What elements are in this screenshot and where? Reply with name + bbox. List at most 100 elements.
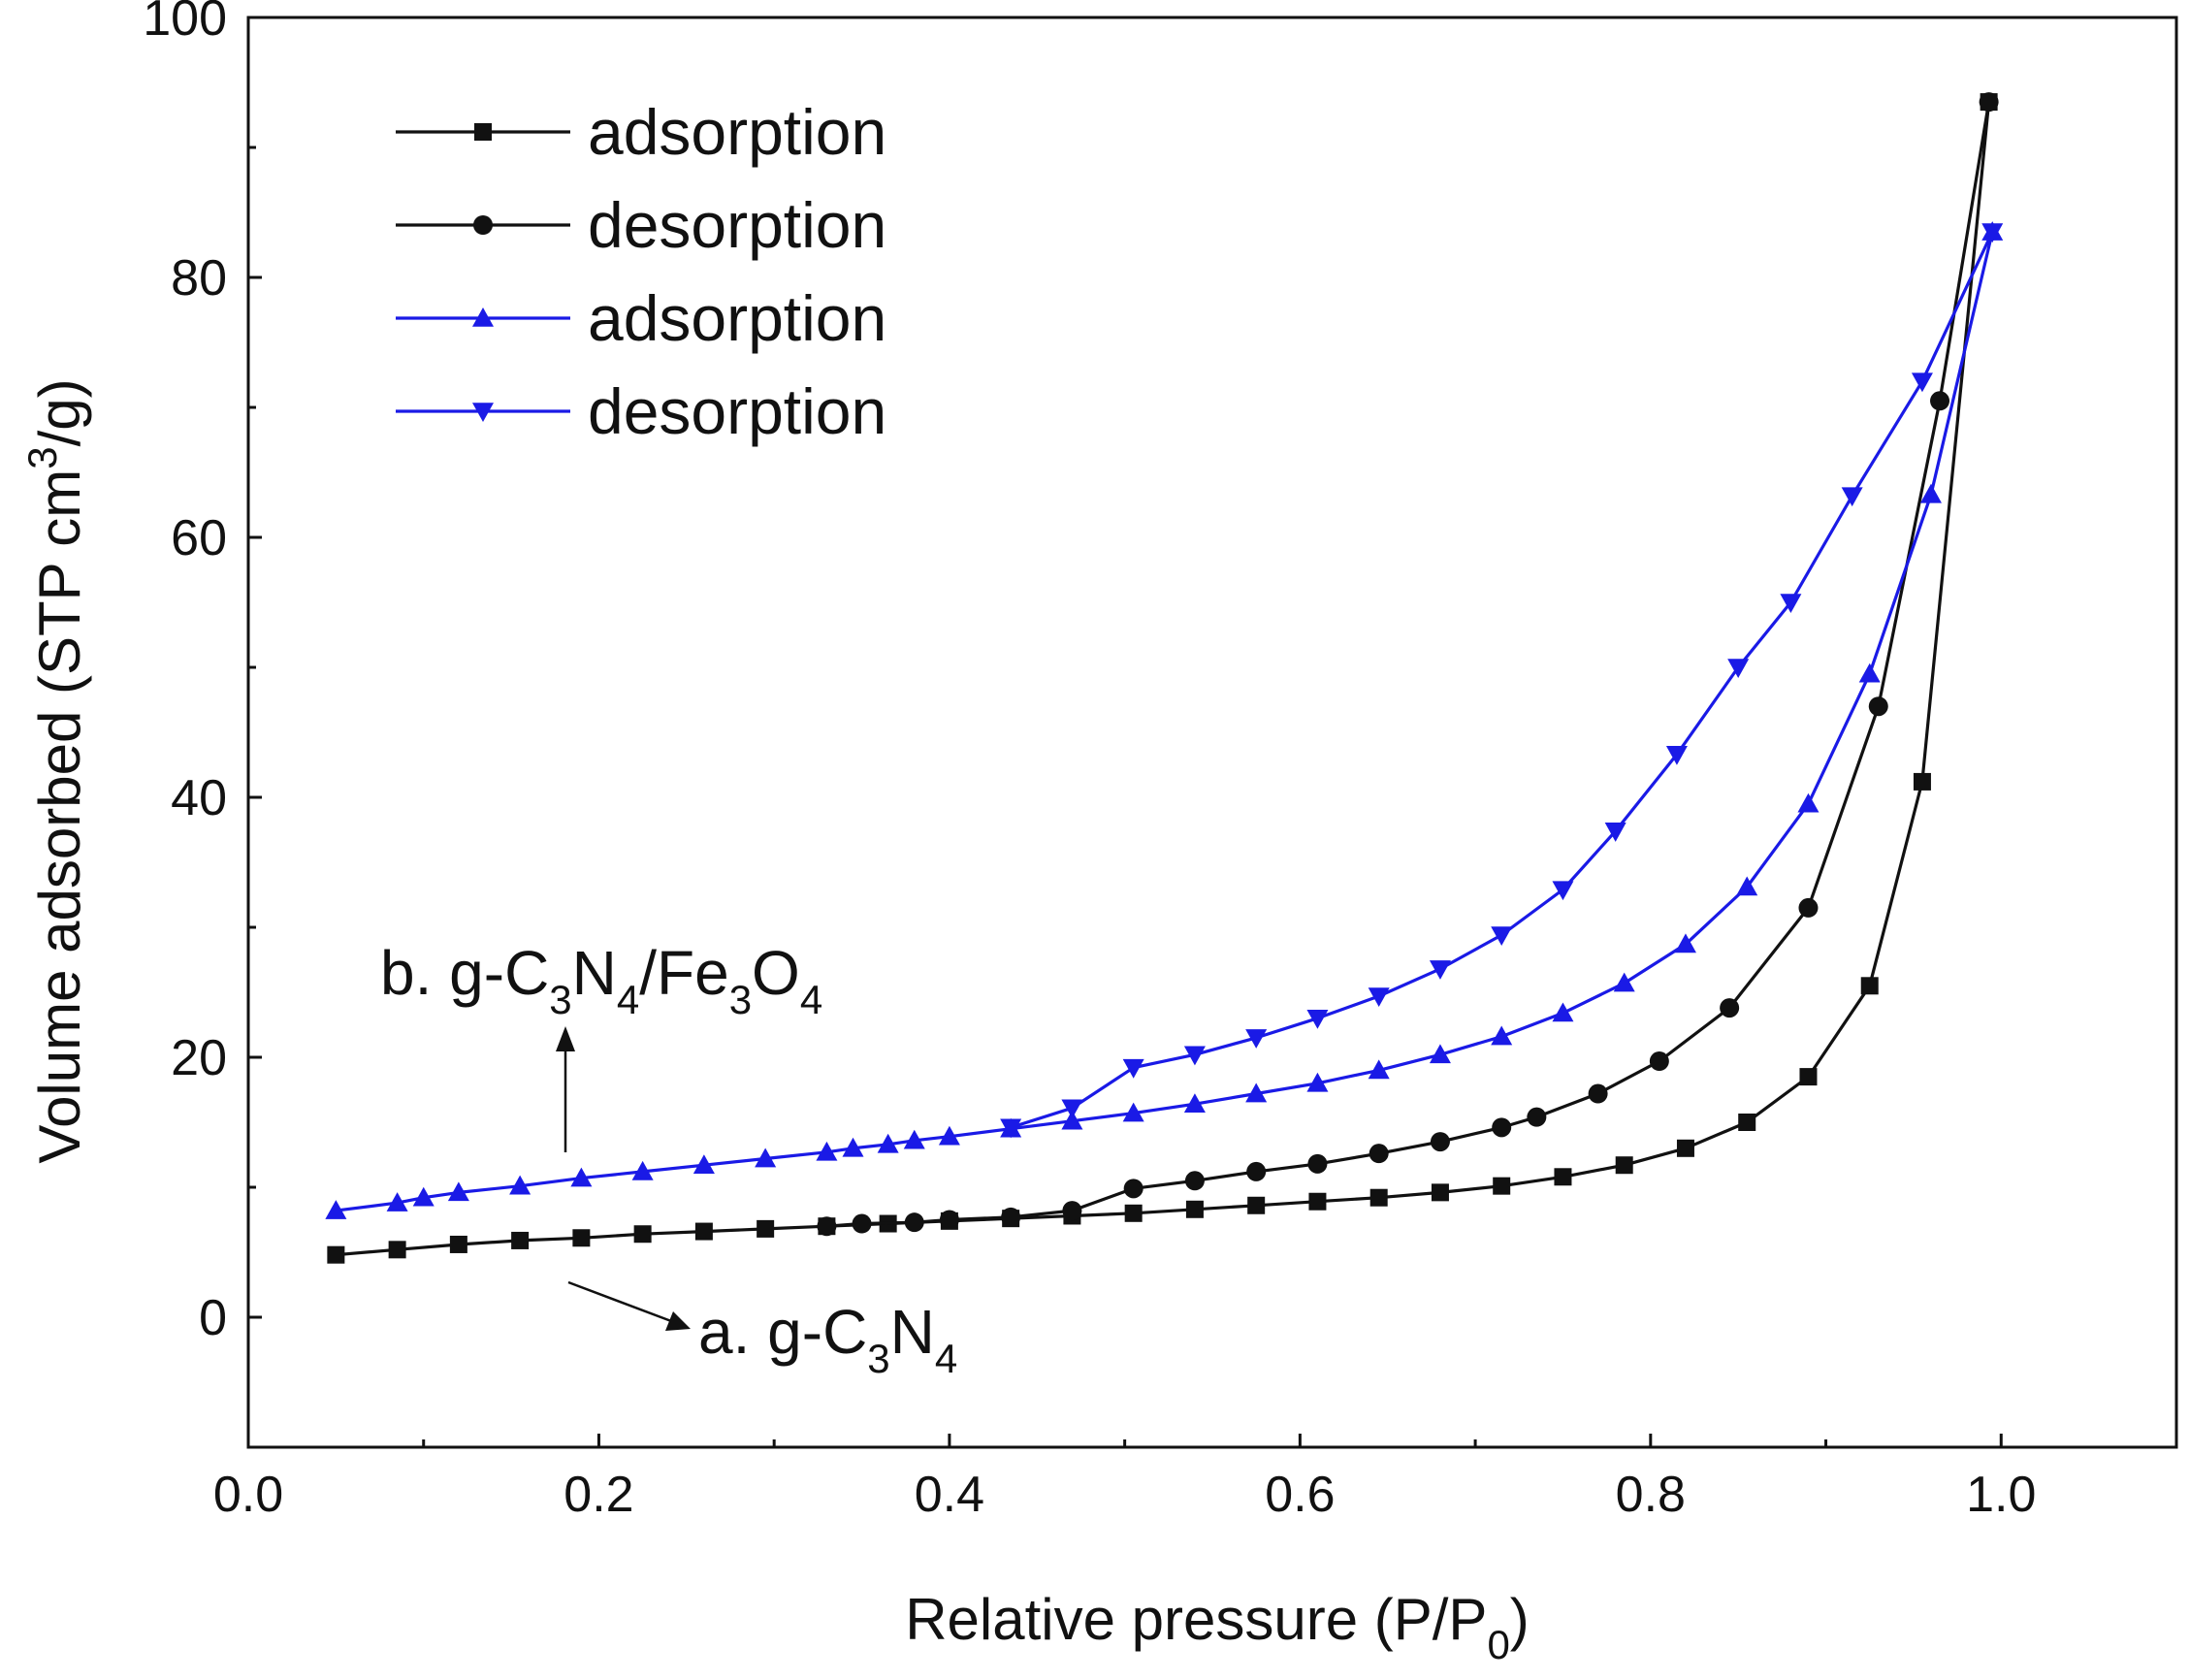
series-layer	[325, 92, 2004, 1264]
data-point	[1738, 1114, 1756, 1131]
legend-label: adsorption	[588, 282, 886, 354]
data-point	[1554, 1168, 1572, 1186]
data-point	[1799, 1068, 1818, 1086]
annotation-subscript: 3	[867, 1336, 889, 1381]
legend-entry: adsorption	[396, 96, 886, 168]
data-point	[1122, 1058, 1144, 1079]
legend-label: desorption	[588, 375, 886, 447]
data-point	[1001, 1207, 1021, 1227]
data-point	[1430, 1132, 1450, 1152]
data-point	[1674, 933, 1696, 953]
data-point	[570, 1167, 593, 1187]
data-point	[1368, 987, 1390, 1008]
x-axis-title: Relative pressure (P/P0)	[905, 1587, 1530, 1667]
series-2-adsorption	[325, 221, 2004, 1219]
data-point	[1369, 1188, 1388, 1207]
legend-label: adsorption	[588, 96, 886, 168]
legend-swatch-marker	[473, 215, 493, 235]
data-point	[1246, 1161, 1267, 1181]
data-point	[1183, 1093, 1206, 1114]
data-point	[1665, 745, 1688, 765]
data-point	[1868, 696, 1888, 717]
data-point	[1919, 483, 1942, 503]
data-point	[1841, 487, 1863, 507]
y-tick-label: 60	[171, 510, 227, 566]
annotation-text-part: /Fe	[639, 938, 728, 1008]
legend: adsorption desorption adsorption desorption	[396, 96, 886, 447]
legend-swatch-marker	[472, 307, 494, 327]
annotation-b-arrowhead	[556, 1026, 575, 1051]
data-point	[1062, 1201, 1082, 1221]
annotation-subscript: 4	[800, 977, 822, 1022]
axis-ticks: 0.0 0.2 0.4 0.6 0.8 1.0 0 20 40 60 80 100	[143, 0, 2178, 1523]
y-axis-title: Volume adsorbed (STP cm3/g)	[19, 378, 92, 1163]
plot-frame	[246, 16, 2178, 1449]
series-1-desorption	[817, 92, 1999, 1237]
annotation-text-part: b. g-C	[380, 938, 549, 1008]
data-point	[1720, 998, 1740, 1018]
data-point	[1306, 1072, 1329, 1092]
series-line	[336, 231, 1994, 1212]
data-point	[1492, 1117, 1512, 1138]
data-point	[1185, 1200, 1204, 1218]
annotation-b-label: b. g-C3N4/Fe3O4	[380, 938, 822, 1022]
data-point	[1979, 92, 1999, 113]
data-point	[692, 1154, 715, 1175]
annotation-subscript: 3	[549, 977, 571, 1022]
data-point	[938, 1125, 960, 1146]
data-point	[1615, 1156, 1633, 1175]
data-point	[388, 1241, 406, 1259]
data-point	[903, 1129, 925, 1149]
annotation-a-arrowhead	[665, 1311, 691, 1331]
data-point	[1307, 1153, 1328, 1174]
data-point	[1491, 926, 1513, 947]
data-point	[1247, 1196, 1266, 1214]
data-point	[1649, 1051, 1669, 1072]
data-point	[1491, 1025, 1513, 1046]
data-point	[694, 1222, 713, 1241]
series-line	[826, 101, 1991, 1228]
x-tick-label: 0.2	[564, 1467, 633, 1523]
data-point	[1245, 1082, 1268, 1103]
data-point	[1527, 1107, 1547, 1127]
data-point	[511, 1231, 530, 1249]
x-tick-label: 1.0	[1966, 1467, 2036, 1523]
x-tick-label: 0.4	[915, 1467, 984, 1523]
x-tick-label: 0.0	[213, 1467, 283, 1523]
annotation-text-part: a. g-C	[698, 1297, 867, 1367]
data-point	[447, 1181, 469, 1202]
data-point	[1613, 972, 1635, 992]
data-point	[412, 1186, 435, 1207]
data-point	[327, 1245, 345, 1264]
data-point	[1493, 1177, 1511, 1195]
data-point	[1000, 1118, 1022, 1139]
data-point	[757, 1219, 775, 1238]
x-tick-label: 0.6	[1265, 1467, 1335, 1523]
data-point	[631, 1160, 654, 1180]
legend-entry: desorption	[396, 189, 886, 261]
legend-label: desorption	[588, 189, 886, 261]
data-point	[1797, 792, 1820, 813]
data-point	[1306, 1010, 1329, 1029]
data-point	[816, 1141, 838, 1161]
data-point	[1122, 1102, 1144, 1122]
data-point	[1913, 772, 1931, 791]
data-point	[852, 1213, 872, 1234]
data-point	[1930, 391, 1950, 411]
data-point	[325, 1200, 347, 1219]
data-point	[1061, 1110, 1083, 1130]
data-point	[1123, 1179, 1143, 1199]
data-point	[1183, 1046, 1206, 1066]
annotation-subscript: 4	[617, 977, 639, 1022]
series-line	[336, 101, 1991, 1257]
annotation-a-arrow-shaft	[567, 1280, 680, 1326]
data-point	[1431, 1183, 1449, 1202]
data-point	[449, 1235, 467, 1253]
data-point	[1124, 1204, 1143, 1222]
data-point	[1727, 659, 1750, 678]
data-point	[904, 1212, 924, 1233]
data-point	[386, 1192, 408, 1212]
annotation-text-part: N	[572, 938, 617, 1008]
